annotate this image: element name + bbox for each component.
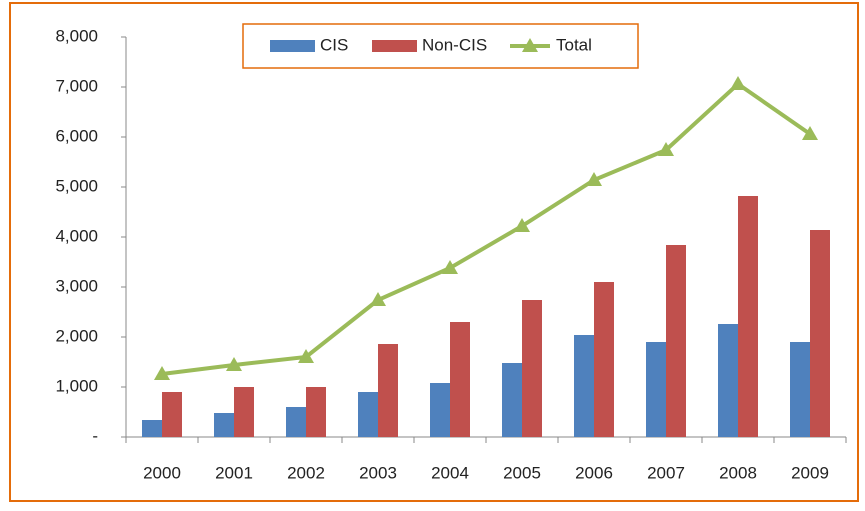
bar bbox=[378, 344, 398, 437]
x-tick-label: 2000 bbox=[143, 463, 181, 482]
legend-label: Non-CIS bbox=[422, 35, 487, 54]
bar bbox=[162, 392, 182, 437]
x-tick-label: 2005 bbox=[503, 463, 541, 482]
y-tick-label: 7,000 bbox=[55, 76, 98, 95]
bar bbox=[214, 413, 234, 437]
legend-label: Total bbox=[556, 35, 592, 54]
x-tick-label: 2008 bbox=[719, 463, 757, 482]
bar bbox=[286, 407, 306, 437]
bar bbox=[790, 342, 810, 437]
bar bbox=[738, 196, 758, 437]
x-tick-label: 2002 bbox=[287, 463, 325, 482]
marker bbox=[802, 126, 818, 140]
marker bbox=[226, 357, 242, 371]
y-tick-label: 1,000 bbox=[55, 376, 98, 395]
x-tick-label: 2001 bbox=[215, 463, 253, 482]
marker bbox=[154, 366, 170, 380]
y-tick-label: 8,000 bbox=[55, 26, 98, 45]
bar bbox=[142, 420, 162, 437]
bar bbox=[502, 363, 522, 437]
bar bbox=[450, 322, 470, 437]
y-tick-label: - bbox=[92, 426, 98, 445]
bar bbox=[358, 392, 378, 437]
bar bbox=[306, 387, 326, 437]
x-tick-label: 2006 bbox=[575, 463, 613, 482]
legend-swatch bbox=[270, 40, 315, 52]
marker bbox=[730, 76, 746, 90]
bar bbox=[646, 342, 666, 437]
x-tick-label: 2009 bbox=[791, 463, 829, 482]
x-tick-label: 2004 bbox=[431, 463, 469, 482]
bar bbox=[666, 245, 686, 437]
x-tick-label: 2003 bbox=[359, 463, 397, 482]
y-tick-label: 3,000 bbox=[55, 276, 98, 295]
y-tick-label: 6,000 bbox=[55, 126, 98, 145]
marker bbox=[298, 349, 314, 363]
marker bbox=[514, 218, 530, 232]
bar bbox=[810, 230, 830, 437]
bar bbox=[522, 300, 542, 437]
bar bbox=[234, 387, 254, 437]
bar bbox=[718, 324, 738, 437]
bar bbox=[594, 282, 614, 437]
legend-swatch bbox=[522, 38, 538, 52]
legend-swatch bbox=[372, 40, 417, 52]
legend-label: CIS bbox=[320, 35, 348, 54]
bar bbox=[574, 335, 594, 437]
y-tick-label: 4,000 bbox=[55, 226, 98, 245]
y-tick-label: 5,000 bbox=[55, 176, 98, 195]
y-tick-label: 2,000 bbox=[55, 326, 98, 345]
bar bbox=[430, 383, 450, 437]
line bbox=[161, 81, 812, 376]
marker bbox=[442, 260, 458, 274]
x-tick-label: 2007 bbox=[647, 463, 685, 482]
legend: CIS Non-CIS Total bbox=[242, 23, 639, 69]
marker bbox=[586, 172, 602, 186]
marker bbox=[370, 292, 386, 306]
marker bbox=[658, 142, 674, 156]
chart-frame bbox=[9, 2, 859, 502]
